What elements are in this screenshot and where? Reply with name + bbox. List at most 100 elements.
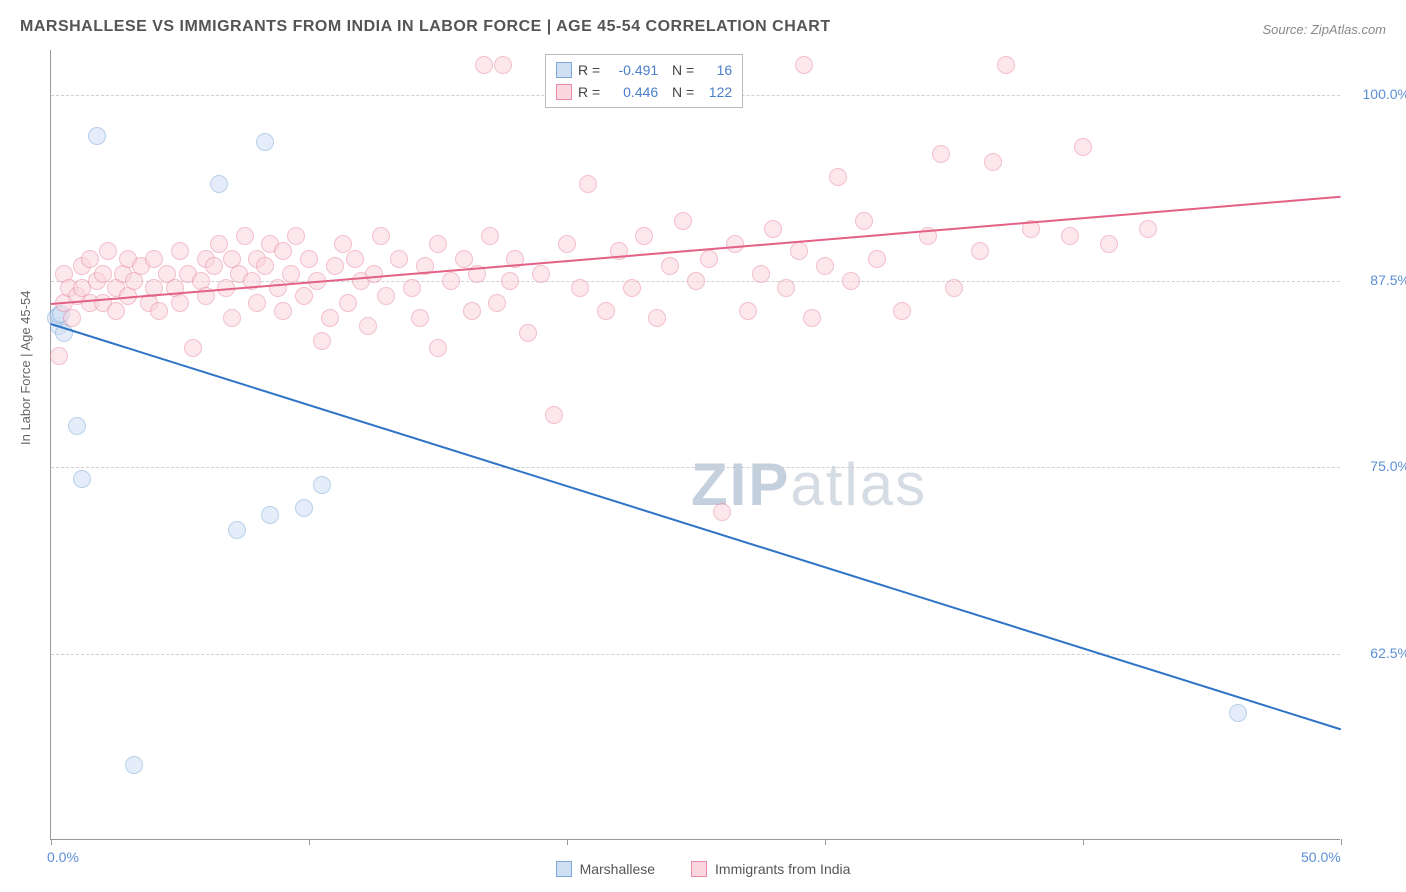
scatter-point [597, 302, 615, 320]
scatter-point [300, 250, 318, 268]
legend-r-label: R = [578, 59, 600, 81]
scatter-point [429, 339, 447, 357]
scatter-point [377, 287, 395, 305]
legend-n-value: 16 [700, 59, 732, 81]
scatter-point [210, 235, 228, 253]
legend-label: Marshallese [580, 861, 655, 877]
scatter-point [579, 175, 597, 193]
scatter-point [171, 294, 189, 312]
scatter-point [1100, 235, 1118, 253]
scatter-point [816, 257, 834, 275]
legend-item: Immigrants from India [691, 861, 850, 877]
scatter-point [94, 265, 112, 283]
y-tick-label: 87.5% [1350, 272, 1406, 288]
scatter-point [50, 347, 68, 365]
scatter-point [287, 227, 305, 245]
scatter-point [442, 272, 460, 290]
scatter-point [99, 242, 117, 260]
scatter-point [171, 242, 189, 260]
scatter-point [648, 309, 666, 327]
scatter-point [1139, 220, 1157, 238]
scatter-point [829, 168, 847, 186]
scatter-point [661, 257, 679, 275]
legend-r-label: R = [578, 81, 600, 103]
scatter-point [248, 294, 266, 312]
scatter-point [842, 272, 860, 290]
legend-swatch [556, 84, 572, 100]
scatter-point [532, 265, 550, 283]
watermark-light: atlas [790, 451, 927, 518]
scatter-point [945, 279, 963, 297]
gridline-horizontal [51, 654, 1340, 655]
scatter-point [545, 406, 563, 424]
scatter-point [359, 317, 377, 335]
scatter-point [481, 227, 499, 245]
y-tick-label: 75.0% [1350, 458, 1406, 474]
scatter-point [313, 476, 331, 494]
scatter-point [571, 279, 589, 297]
scatter-point [339, 294, 357, 312]
scatter-point [295, 499, 313, 517]
scatter-point [674, 212, 692, 230]
scatter-point [501, 272, 519, 290]
scatter-point [81, 250, 99, 268]
scatter-point [73, 470, 91, 488]
scatter-point [269, 279, 287, 297]
scatter-point [803, 309, 821, 327]
x-tick [567, 839, 568, 845]
legend-swatch [556, 62, 572, 78]
scatter-point [150, 302, 168, 320]
scatter-point [125, 756, 143, 774]
scatter-point [321, 309, 339, 327]
scatter-point [795, 56, 813, 74]
scatter-point [88, 127, 106, 145]
scatter-point [475, 56, 493, 74]
scatter-point [326, 257, 344, 275]
scatter-point [752, 265, 770, 283]
x-tick [51, 839, 52, 845]
x-tick [825, 839, 826, 845]
scatter-point [107, 302, 125, 320]
scatter-point [365, 265, 383, 283]
scatter-point [463, 302, 481, 320]
gridline-horizontal [51, 467, 1340, 468]
legend-swatch [556, 861, 572, 877]
scatter-point [184, 339, 202, 357]
scatter-point [623, 279, 641, 297]
legend-label: Immigrants from India [715, 861, 850, 877]
scatter-point [726, 235, 744, 253]
legend-row: R = -0.491 N = 16 [556, 59, 732, 81]
scatter-point [63, 309, 81, 327]
legend-n-label: N = [664, 59, 694, 81]
scatter-point [411, 309, 429, 327]
scatter-point [455, 250, 473, 268]
scatter-point [519, 324, 537, 342]
scatter-point [764, 220, 782, 238]
x-tick [1083, 839, 1084, 845]
chart-title: MARSHALLESE VS IMMIGRANTS FROM INDIA IN … [20, 18, 831, 36]
scatter-point [932, 145, 950, 163]
legend-n-label: N = [664, 81, 694, 103]
scatter-point [700, 250, 718, 268]
source-attribution: Source: ZipAtlas.com [1262, 22, 1386, 37]
scatter-point [635, 227, 653, 245]
scatter-point [261, 506, 279, 524]
scatter-point [210, 175, 228, 193]
scatter-point [997, 56, 1015, 74]
scatter-point [558, 235, 576, 253]
scatter-point [236, 227, 254, 245]
scatter-point [1074, 138, 1092, 156]
legend-n-value: 122 [700, 81, 732, 103]
series-legend: Marshallese Immigrants from India [0, 861, 1406, 880]
y-tick-label: 62.5% [1350, 645, 1406, 661]
scatter-point [145, 250, 163, 268]
scatter-point [494, 56, 512, 74]
x-tick [309, 839, 310, 845]
scatter-point [790, 242, 808, 260]
scatter-point [777, 279, 795, 297]
x-tick [1341, 839, 1342, 845]
scatter-point [68, 417, 86, 435]
scatter-point [855, 212, 873, 230]
scatter-point [868, 250, 886, 268]
legend-r-value: -0.491 [606, 59, 658, 81]
